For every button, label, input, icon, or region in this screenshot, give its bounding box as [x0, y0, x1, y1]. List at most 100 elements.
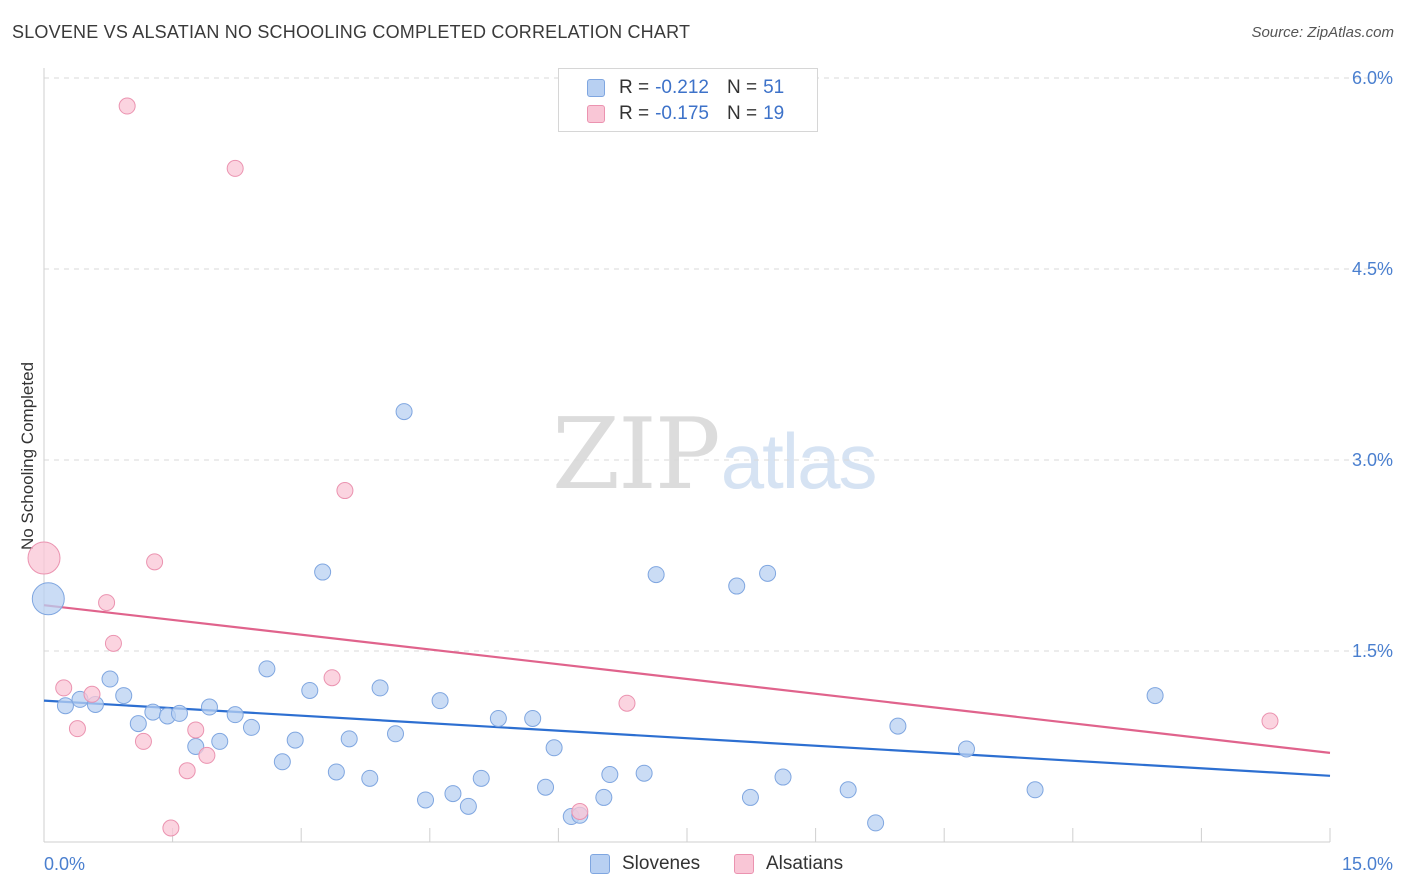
slovenes-point — [774, 768, 792, 786]
watermark: ZIPatlas — [552, 398, 878, 512]
slovenes-point — [187, 738, 205, 755]
source-credit: Source: ZipAtlas.com — [1251, 24, 1394, 41]
legend-row-alsatians: R = -0.175 N = 19 — [587, 102, 784, 126]
slovenes-point — [371, 679, 389, 697]
r-value: -0.175 — [655, 103, 709, 124]
alsatians-point — [571, 802, 589, 820]
r-label: R = — [619, 103, 650, 124]
slovenes-point — [537, 778, 555, 796]
slovenes-point — [489, 709, 507, 727]
alsatians-point — [146, 553, 164, 571]
slovenes-point — [258, 660, 276, 678]
slovenes-point — [115, 687, 133, 705]
alsatians-point — [178, 762, 196, 780]
slovenes-point — [601, 766, 619, 784]
n-label: N = — [726, 103, 758, 124]
slovenes-point — [759, 564, 777, 582]
y-tick-label: 6.0% — [1352, 68, 1393, 88]
stats-legend: R = -0.212 N = 51 R = -0.175 N = 19 — [558, 68, 818, 132]
slovenes-point — [839, 781, 857, 799]
r-label: R = — [619, 77, 650, 98]
slovenes-point — [889, 717, 907, 735]
chart-title: SLOVENE VS ALSATIAN NO SCHOOLING COMPLET… — [12, 22, 691, 42]
slovenes-point — [647, 566, 665, 584]
r-value: -0.212 — [655, 77, 709, 98]
legend-item-slovenes[interactable]: Slovenes — [590, 852, 700, 876]
alsatians-point — [1261, 712, 1279, 730]
alsatians-point — [187, 721, 205, 739]
slovenes-point — [314, 563, 332, 581]
slovenes-point — [286, 731, 304, 749]
slovenes-point — [144, 703, 162, 721]
slovenes-point — [524, 709, 542, 727]
alsatians-point — [134, 732, 152, 750]
alsatians-point — [323, 669, 341, 687]
slovenes-point — [273, 753, 291, 771]
data-points — [27, 97, 1279, 837]
slovenes-point — [226, 706, 244, 724]
slovenes-point — [741, 788, 759, 806]
gridlines — [44, 77, 1392, 652]
alsatians-point — [118, 97, 136, 115]
slovenes-point — [170, 704, 188, 722]
slovenes-point — [957, 740, 975, 758]
slovenes-point — [242, 718, 260, 736]
slovenes-point — [444, 785, 462, 803]
slovenes-point — [31, 582, 65, 616]
watermark-zip: ZIP — [552, 398, 721, 512]
axes — [43, 68, 1331, 843]
alsatians-point — [226, 159, 244, 177]
n-value: 51 — [763, 77, 785, 98]
slovenes-point — [635, 764, 653, 782]
slovenes-point — [301, 681, 319, 699]
alsatians-point — [27, 541, 61, 575]
legend-label: Slovenes — [622, 853, 701, 874]
slovenes-point — [867, 814, 885, 832]
alsatians-swatch — [734, 854, 754, 874]
slovenes-point — [728, 577, 746, 595]
alsatians-point — [618, 694, 636, 712]
slovenes-point — [1146, 687, 1164, 705]
y-tick-label: 3.0% — [1352, 450, 1393, 470]
alsatians-point — [104, 634, 122, 652]
slovenes-point — [361, 769, 379, 787]
slovenes-point — [200, 698, 218, 716]
alsatians-point — [336, 482, 354, 500]
x-tick-label: 15.0% — [1342, 854, 1393, 874]
n-value: 19 — [763, 103, 785, 124]
slovenes-trend-line — [43, 699, 1331, 777]
alsatians-point — [98, 594, 116, 612]
slovenes-point — [431, 692, 449, 710]
slovenes-point — [417, 791, 435, 809]
alsatians-trend-line — [43, 604, 1331, 754]
slovenes-swatch — [590, 854, 610, 874]
slovenes-point — [545, 739, 563, 757]
slovenes-swatch — [587, 79, 605, 97]
alsatians-point — [83, 685, 101, 703]
slovenes-point — [327, 763, 345, 781]
slovenes-point — [340, 730, 358, 748]
alsatians-point — [55, 679, 73, 697]
slovenes-point — [211, 732, 229, 750]
alsatians-point — [198, 746, 216, 764]
n-label: N = — [726, 77, 758, 98]
y-tick-label: 1.5% — [1352, 641, 1393, 661]
trend-lines — [43, 604, 1331, 777]
alsatians-point — [68, 720, 86, 738]
slovenes-point — [56, 697, 74, 715]
legend-item-alsatians[interactable]: Alsatians — [734, 852, 843, 876]
slovenes-point — [595, 788, 613, 806]
legend-label: Alsatians — [766, 853, 844, 874]
slovenes-point — [459, 797, 477, 815]
alsatians-swatch — [587, 105, 605, 123]
slovenes-point — [101, 670, 119, 688]
alsatians-point — [162, 819, 180, 837]
tick-labels: 1.5% 3.0% 4.5% 6.0% 0.0% 15.0% — [44, 68, 1393, 874]
legend-row-slovenes: R = -0.212 N = 51 — [587, 76, 784, 100]
slovenes-point — [395, 403, 413, 421]
y-tick-label: 4.5% — [1352, 259, 1393, 279]
slovenes-point — [1026, 781, 1044, 799]
slovenes-point — [472, 769, 490, 787]
slovenes-point — [129, 715, 147, 733]
